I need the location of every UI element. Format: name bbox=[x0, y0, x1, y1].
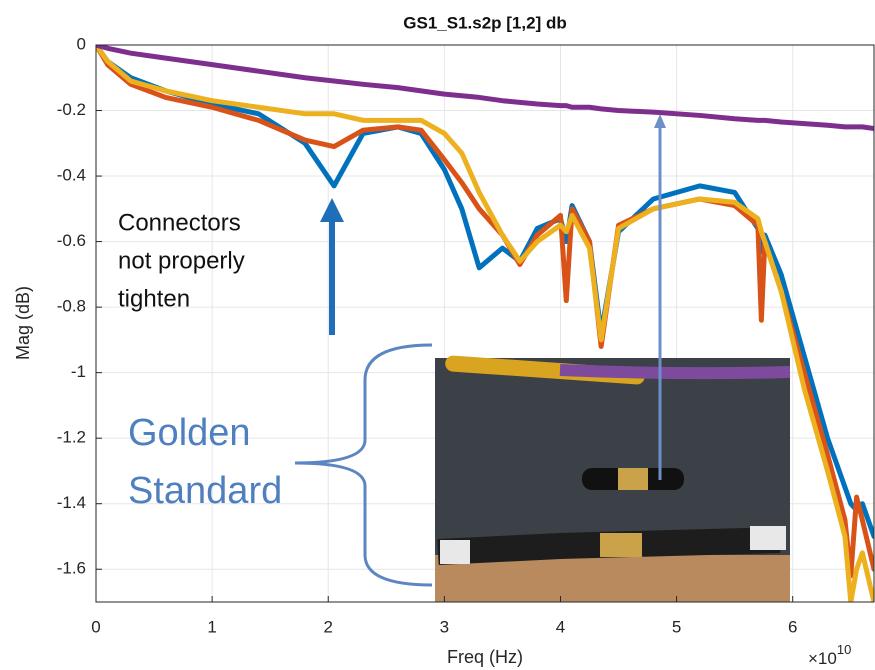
photo-cable bbox=[560, 370, 790, 373]
y-tick-label: -0.6 bbox=[57, 231, 86, 250]
series-line bbox=[96, 45, 874, 129]
annotation-text: Standard bbox=[128, 470, 282, 512]
y-tick-label: -1 bbox=[71, 362, 86, 381]
annotation-text: not properly bbox=[118, 247, 245, 274]
y-tick-label: -1.6 bbox=[57, 559, 86, 578]
y-tick-label: -1.4 bbox=[57, 493, 86, 512]
annotation-text: Connectors bbox=[118, 209, 241, 236]
y-tick-label: -0.2 bbox=[57, 100, 86, 119]
photo-plug bbox=[750, 526, 786, 550]
x-multiplier-exponent: 10 bbox=[837, 642, 851, 657]
arrow-head bbox=[654, 114, 666, 128]
x-tick-label: 4 bbox=[556, 617, 565, 636]
photo-plug bbox=[440, 540, 470, 564]
chart-title: GS1_S1.s2p [1,2] db bbox=[403, 13, 566, 32]
photo-inset bbox=[435, 355, 790, 602]
annotation-text: tighten bbox=[118, 285, 190, 312]
page: GS1_S1.s2p [1,2] db Freq (Hz) Mag (dB) ×… bbox=[0, 0, 875, 670]
annotation-text: Golden bbox=[128, 412, 251, 454]
annotation-connectors: Connectors not properly tighten bbox=[118, 209, 245, 312]
y-axis-label: Mag (dB) bbox=[13, 286, 33, 360]
y-tick-label: -0.4 bbox=[57, 166, 86, 185]
x-tick-label: 3 bbox=[440, 617, 449, 636]
x-multiplier-base: ×10 bbox=[808, 649, 837, 668]
y-tick-label: 0 bbox=[77, 34, 86, 53]
x-axis-label: Freq (Hz) bbox=[447, 647, 523, 667]
photo-adapter bbox=[600, 533, 642, 557]
x-tick-label: 2 bbox=[324, 617, 333, 636]
x-tick-label: 0 bbox=[91, 617, 100, 636]
photo-connector-body bbox=[618, 468, 648, 490]
y-tick-label: -1.2 bbox=[57, 428, 86, 447]
y-tick-label: -0.8 bbox=[57, 297, 86, 316]
x-tick-label: 1 bbox=[207, 617, 216, 636]
arrow-head bbox=[320, 198, 344, 222]
brace bbox=[295, 345, 432, 585]
chart: GS1_S1.s2p [1,2] db Freq (Hz) Mag (dB) ×… bbox=[0, 0, 875, 670]
x-multiplier: ×1010 bbox=[808, 642, 851, 668]
x-tick-label: 6 bbox=[788, 617, 797, 636]
x-tick-label: 5 bbox=[672, 617, 681, 636]
